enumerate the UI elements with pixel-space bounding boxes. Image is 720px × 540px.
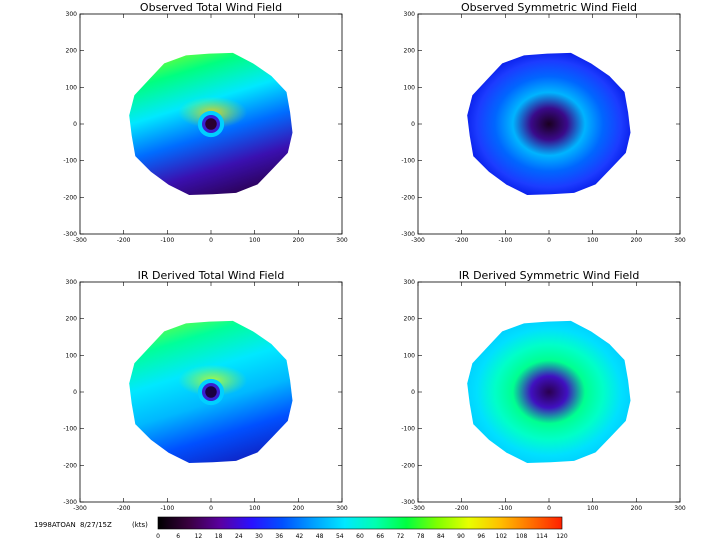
x-tick-label: 200 — [631, 237, 643, 244]
units-label: (kts) — [132, 521, 148, 529]
colorbar-tick-label: 36 — [275, 533, 283, 540]
y-tick-label: -300 — [401, 499, 415, 506]
panel-4: IR Derived Symmetric Wind Field -300 -200 -… — [401, 269, 686, 512]
colorbar-tick-label: 78 — [417, 533, 425, 540]
x-tick-label: -300 — [73, 505, 87, 512]
x-tick-label: -200 — [455, 505, 469, 512]
x-tick-label: -100 — [499, 237, 513, 244]
panel-1: Observed Total Wind Field -300 -200 -100 0 10… — [63, 1, 348, 244]
x-tick-label: -100 — [499, 505, 513, 512]
x-tick-label: 0 — [547, 237, 551, 244]
x-tick-label: 0 — [209, 237, 213, 244]
x-tick-label: -100 — [161, 505, 175, 512]
x-tick-label: 300 — [336, 505, 348, 512]
y-tick-label: 0 — [73, 389, 77, 396]
y-tick-label: 0 — [411, 121, 415, 128]
colorbar-tick-label: 24 — [235, 533, 243, 540]
panel-3: IR Derived Total Wind Field -300 -200 -100 0… — [63, 269, 348, 512]
x-tick-label: 100 — [587, 505, 599, 512]
y-tick-label: -200 — [63, 462, 77, 469]
x-tick-label: 300 — [674, 237, 686, 244]
colorbar-tick-label: 0 — [156, 533, 160, 540]
y-tick-label: -200 — [401, 462, 415, 469]
x-tick-label: 200 — [631, 505, 643, 512]
x-tick-label: 300 — [674, 505, 686, 512]
x-tick-label: 100 — [249, 505, 261, 512]
y-tick-label: 200 — [66, 48, 78, 55]
datetime-label: 8/27/15Z — [80, 521, 112, 529]
x-tick-label: -300 — [411, 505, 425, 512]
colorbar-tick-label: 18 — [215, 533, 223, 540]
colorbar-tick-label: 114 — [536, 533, 548, 540]
storm-id-label: 1998ATOAN — [34, 521, 76, 529]
panel-title: Observed Total Wind Field — [140, 1, 282, 14]
colorbar-tick-label: 30 — [255, 533, 263, 540]
colorbar-tick-label: 48 — [316, 533, 324, 540]
x-tick-label: 200 — [293, 237, 305, 244]
x-tick-label: 100 — [587, 237, 599, 244]
y-tick-label: 100 — [66, 84, 78, 91]
y-tick-label: 300 — [404, 279, 416, 286]
panel-2: Observed Symmetric Wind Field -300 -200 -10… — [401, 1, 686, 244]
y-tick-label: 0 — [73, 121, 77, 128]
colorbar-tick-label: 54 — [336, 533, 344, 540]
x-tick-label: 300 — [336, 237, 348, 244]
colorbar — [157, 516, 563, 530]
colorbar-tick-label: 12 — [195, 533, 203, 540]
colorbar-tick-label: 84 — [437, 533, 445, 540]
x-tick-label: 0 — [209, 505, 213, 512]
colorbar-tick-label: 96 — [477, 533, 485, 540]
panel-title: Observed Symmetric Wind Field — [461, 1, 637, 14]
y-tick-label: -300 — [63, 231, 77, 238]
x-tick-label: -200 — [117, 505, 131, 512]
y-tick-label: 200 — [404, 316, 416, 323]
x-tick-label: -300 — [411, 237, 425, 244]
y-tick-label: -300 — [401, 231, 415, 238]
y-tick-label: 300 — [404, 11, 416, 18]
colorbar-tick-label: 60 — [356, 533, 364, 540]
x-tick-label: -200 — [455, 237, 469, 244]
y-tick-label: 200 — [404, 48, 416, 55]
x-tick-label: -100 — [161, 237, 175, 244]
x-tick-label: 0 — [547, 505, 551, 512]
y-tick-label: -200 — [401, 194, 415, 201]
colorbar-tick-label: 6 — [176, 533, 180, 540]
panel-title: IR Derived Total Wind Field — [138, 269, 285, 282]
y-tick-label: -100 — [401, 158, 415, 165]
wind-field-3 — [129, 320, 293, 463]
colorbar-tick-label: 102 — [496, 533, 508, 540]
wind-field-4 — [467, 320, 631, 463]
colorbar-ticks: 0 6 12 18 24 30 36 42 48 54 60 66 72 78 84 90 96 102 108 11… — [156, 533, 568, 540]
y-tick-label: 300 — [66, 279, 78, 286]
y-tick-label: 100 — [404, 84, 416, 91]
x-tick-label: 200 — [293, 505, 305, 512]
wind-field-2 — [467, 52, 631, 196]
y-tick-label: 300 — [66, 11, 78, 18]
y-tick-label: -100 — [63, 426, 77, 433]
x-tick-label: -200 — [117, 237, 131, 244]
y-tick-label: -100 — [401, 426, 415, 433]
y-tick-label: -200 — [63, 194, 77, 201]
wind-field-1 — [129, 52, 293, 196]
panel-title: IR Derived Symmetric Wind Field — [459, 269, 640, 282]
colorbar-tick-label: 108 — [516, 533, 528, 540]
y-tick-label: 100 — [66, 352, 78, 359]
colorbar-tick-label: 42 — [296, 533, 304, 540]
y-tick-label: -100 — [63, 158, 77, 165]
colorbar-tick-label: 66 — [376, 533, 384, 540]
colorbar-tick-label: 72 — [397, 533, 405, 540]
y-tick-label: -300 — [63, 499, 77, 506]
x-tick-label: 100 — [249, 237, 261, 244]
footer-group: 1998ATOAN 8/27/15Z (kts) 0 6 12 18 24 30 36 42 4… — [34, 516, 568, 540]
x-tick-label: -300 — [73, 237, 87, 244]
colorbar-tick-label: 120 — [556, 533, 568, 540]
y-tick-label: 200 — [66, 316, 78, 323]
y-tick-label: 100 — [404, 352, 416, 359]
colorbar-tick-label: 90 — [457, 533, 465, 540]
y-tick-label: 0 — [411, 389, 415, 396]
panels-group: Observed Total Wind Field -300 -200 -100 0 10… — [63, 1, 686, 512]
